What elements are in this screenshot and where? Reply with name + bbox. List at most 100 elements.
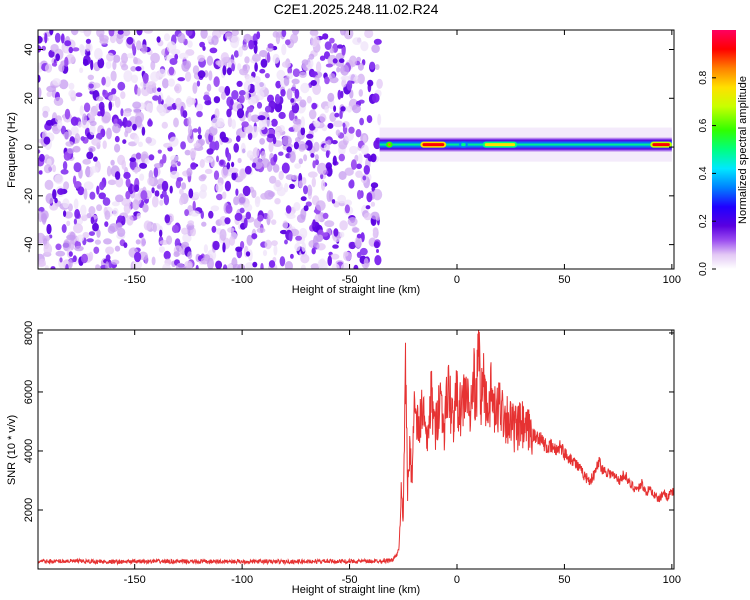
noise-speckle: [231, 63, 236, 72]
noise-speckle: [356, 233, 362, 239]
noise-speckle: [364, 30, 374, 39]
noise-speckle: [266, 52, 271, 63]
noise-speckle: [111, 88, 117, 95]
noise-speckle: [233, 50, 239, 58]
noise-speckle: [355, 170, 363, 178]
noise-speckle: [264, 239, 272, 250]
noise-speckle: [38, 170, 43, 175]
noise-speckle: [103, 238, 112, 245]
noise-speckle: [267, 209, 274, 220]
noise-speckle: [228, 167, 239, 174]
noise-speckle: [181, 60, 190, 72]
noise-speckle: [241, 121, 249, 128]
noise-speckle: [98, 192, 106, 200]
noise-speckle: [343, 30, 354, 40]
noise-speckle: [115, 194, 124, 203]
noise-speckle: [221, 91, 226, 100]
noise-speckle: [169, 136, 179, 147]
noise-speckle: [195, 264, 199, 269]
noise-speckle: [224, 217, 231, 225]
noise-speckle: [274, 198, 281, 205]
noise-speckle: [117, 227, 126, 237]
noise-speckle: [320, 173, 324, 180]
noise-speckle: [329, 73, 336, 80]
bottom-x-ticks: -150 -100 -50 0 50 100: [124, 330, 681, 586]
noise-speckle: [206, 83, 212, 92]
top-x-ticks: -150 -100 -50 0 50 100: [124, 30, 681, 286]
noise-speckle: [314, 214, 321, 223]
noise-speckle: [136, 87, 141, 97]
noise-speckle: [114, 143, 121, 153]
noise-speckle: [244, 165, 252, 175]
noise-speckle: [295, 235, 302, 241]
noise-speckle: [134, 135, 140, 144]
noise-speckle: [340, 106, 346, 112]
noise-speckle: [349, 55, 357, 67]
noise-speckle: [129, 159, 137, 170]
noise-speckle: [370, 201, 376, 207]
noise-speckle: [200, 30, 208, 39]
noise-speckle: [151, 195, 159, 208]
noise-speckle: [222, 166, 229, 178]
noise-speckle: [90, 59, 94, 71]
noise-speckle: [178, 52, 189, 60]
noise-speckle: [246, 150, 254, 159]
noise-speckle: [197, 70, 206, 79]
noise-speckle: [247, 112, 252, 122]
noise-speckle: [235, 188, 239, 196]
noise-speckle: [343, 251, 349, 257]
noise-speckle: [176, 177, 183, 182]
noise-speckle: [85, 38, 91, 44]
noise-speckle: [306, 95, 312, 104]
noise-speckle: [332, 244, 339, 249]
y-tick-label: 0: [23, 144, 35, 150]
noise-speckle: [52, 189, 57, 200]
noise-speckle: [355, 129, 362, 138]
noise-speckle: [300, 127, 306, 136]
noise-speckle: [174, 83, 182, 94]
noise-speckle: [250, 114, 261, 123]
noise-speckle: [52, 78, 61, 86]
noise-speckle: [203, 94, 210, 101]
noise-speckle: [187, 124, 193, 137]
noise-speckle: [38, 35, 43, 44]
colorbar: 0.0 0.2 0.4 0.6 0.8 Normalized spectral ampl…: [698, 30, 749, 276]
noise-speckle: [39, 153, 45, 162]
noise-speckle: [250, 126, 261, 133]
noise-speckle: [324, 220, 335, 228]
noise-speckle: [93, 156, 98, 162]
noise-speckle: [308, 53, 315, 60]
noise-speckle: [76, 234, 85, 243]
noise-speckle: [203, 244, 208, 254]
noise-speckle: [272, 136, 277, 145]
noise-speckle: [287, 66, 293, 75]
noise-speckle: [340, 75, 351, 81]
noise-speckle: [213, 170, 220, 180]
noise-speckle: [286, 146, 293, 153]
noise-speckle: [162, 263, 171, 269]
noise-speckle: [132, 199, 140, 211]
noise-speckle: [240, 142, 246, 154]
noise-speckle: [46, 223, 52, 235]
colorbar-ticks: 0.0 0.2 0.4 0.6 0.8: [698, 70, 716, 276]
noise-speckle: [374, 255, 382, 266]
noise-speckle: [271, 219, 277, 226]
x-tick-label: -50: [342, 274, 358, 286]
y-tick-label: 4000: [23, 439, 35, 463]
noise-speckle: [105, 61, 112, 69]
noise-speckle: [88, 206, 96, 215]
noise-speckle: [134, 184, 140, 192]
noise-speckle: [63, 210, 67, 218]
noise-speckle: [237, 193, 247, 206]
noise-speckle: [65, 141, 74, 147]
noise-speckle: [366, 192, 373, 203]
noise-speckle: [53, 96, 64, 106]
noise-speckle: [44, 63, 53, 73]
y-tick-label: 8000: [23, 321, 35, 345]
noise-speckle: [333, 228, 339, 237]
noise-speckle: [97, 57, 105, 69]
noise-speckle: [68, 251, 73, 257]
noise-speckle: [166, 95, 172, 108]
noise-speckle: [292, 68, 300, 77]
